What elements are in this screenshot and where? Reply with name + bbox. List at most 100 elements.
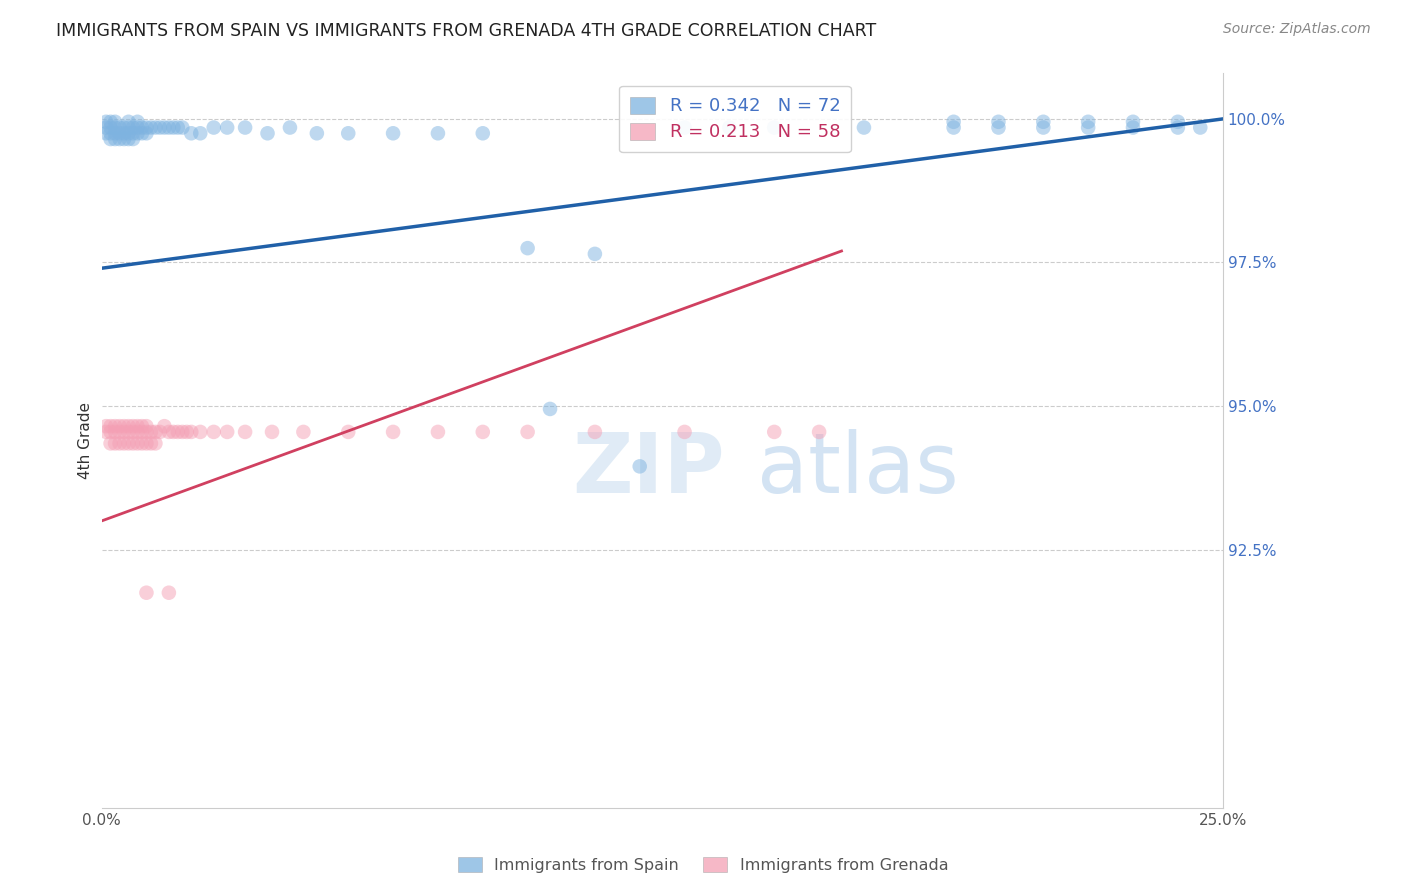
Point bbox=[1189, 120, 1212, 135]
Point bbox=[104, 126, 127, 140]
Point bbox=[1122, 115, 1144, 129]
Point bbox=[149, 120, 172, 135]
Point bbox=[176, 425, 198, 439]
Point bbox=[127, 419, 149, 434]
Point bbox=[145, 120, 167, 135]
Point bbox=[139, 436, 162, 450]
Point bbox=[100, 120, 122, 135]
Point bbox=[673, 425, 696, 439]
Point bbox=[100, 436, 122, 450]
Point bbox=[426, 126, 449, 140]
Point bbox=[122, 425, 145, 439]
Point bbox=[852, 120, 875, 135]
Point bbox=[987, 115, 1010, 129]
Point bbox=[117, 425, 139, 439]
Point bbox=[172, 120, 194, 135]
Point bbox=[188, 425, 211, 439]
Point bbox=[112, 425, 135, 439]
Point bbox=[112, 132, 135, 146]
Point bbox=[471, 126, 494, 140]
Point bbox=[127, 115, 149, 129]
Point bbox=[104, 425, 127, 439]
Point bbox=[117, 132, 139, 146]
Point bbox=[292, 425, 315, 439]
Point bbox=[131, 419, 153, 434]
Point bbox=[131, 436, 153, 450]
Point bbox=[808, 425, 831, 439]
Point bbox=[382, 126, 405, 140]
Legend: Immigrants from Spain, Immigrants from Grenada: Immigrants from Spain, Immigrants from G… bbox=[451, 851, 955, 880]
Point bbox=[180, 425, 202, 439]
Point bbox=[718, 120, 741, 135]
Point bbox=[108, 425, 131, 439]
Point bbox=[135, 126, 157, 140]
Point bbox=[233, 425, 256, 439]
Point bbox=[217, 120, 239, 135]
Point bbox=[135, 419, 157, 434]
Point bbox=[122, 120, 145, 135]
Point bbox=[122, 126, 145, 140]
Point bbox=[180, 126, 202, 140]
Point bbox=[108, 132, 131, 146]
Point bbox=[117, 120, 139, 135]
Point bbox=[1167, 115, 1189, 129]
Point bbox=[157, 120, 180, 135]
Point bbox=[94, 425, 117, 439]
Point bbox=[305, 126, 328, 140]
Text: atlas: atlas bbox=[758, 429, 959, 510]
Point bbox=[202, 425, 225, 439]
Point bbox=[112, 120, 135, 135]
Point bbox=[135, 425, 157, 439]
Point bbox=[1122, 120, 1144, 135]
Point bbox=[157, 585, 180, 599]
Y-axis label: 4th Grade: 4th Grade bbox=[79, 402, 93, 479]
Point bbox=[139, 425, 162, 439]
Point bbox=[1167, 120, 1189, 135]
Point bbox=[538, 401, 561, 416]
Point bbox=[100, 126, 122, 140]
Point bbox=[583, 425, 606, 439]
Point bbox=[278, 120, 301, 135]
Point bbox=[166, 120, 188, 135]
Point bbox=[122, 436, 145, 450]
Point bbox=[104, 115, 127, 129]
Point bbox=[162, 425, 184, 439]
Point bbox=[139, 120, 162, 135]
Point bbox=[1032, 120, 1054, 135]
Point bbox=[127, 436, 149, 450]
Point bbox=[162, 120, 184, 135]
Point bbox=[135, 585, 157, 599]
Point bbox=[108, 436, 131, 450]
Point bbox=[127, 120, 149, 135]
Point bbox=[153, 120, 176, 135]
Point bbox=[135, 436, 157, 450]
Point bbox=[108, 120, 131, 135]
Point bbox=[122, 419, 145, 434]
Point bbox=[127, 425, 149, 439]
Point bbox=[1032, 115, 1054, 129]
Point bbox=[108, 419, 131, 434]
Point bbox=[127, 126, 149, 140]
Point bbox=[100, 115, 122, 129]
Point bbox=[987, 120, 1010, 135]
Point bbox=[104, 120, 127, 135]
Point bbox=[426, 425, 449, 439]
Point bbox=[112, 419, 135, 434]
Point bbox=[104, 436, 127, 450]
Point bbox=[94, 126, 117, 140]
Text: IMMIGRANTS FROM SPAIN VS IMMIGRANTS FROM GRENADA 4TH GRADE CORRELATION CHART: IMMIGRANTS FROM SPAIN VS IMMIGRANTS FROM… bbox=[56, 22, 876, 40]
Point bbox=[145, 425, 167, 439]
Point bbox=[135, 120, 157, 135]
Point bbox=[100, 419, 122, 434]
Point bbox=[166, 425, 188, 439]
Point bbox=[122, 132, 145, 146]
Point bbox=[131, 120, 153, 135]
Point bbox=[100, 425, 122, 439]
Point bbox=[673, 120, 696, 135]
Point bbox=[583, 247, 606, 261]
Point bbox=[108, 126, 131, 140]
Point bbox=[260, 425, 283, 439]
Point bbox=[628, 459, 651, 474]
Point bbox=[131, 126, 153, 140]
Point bbox=[117, 419, 139, 434]
